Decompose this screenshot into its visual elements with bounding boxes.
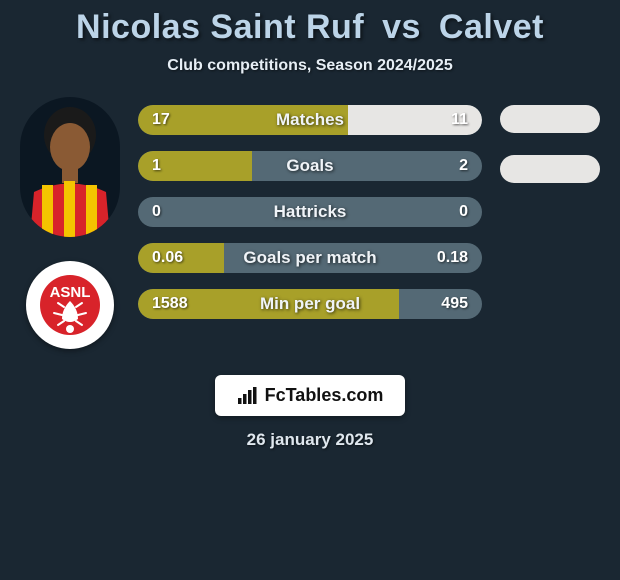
stat-value-right: 495: [441, 295, 468, 313]
pill-player1: [500, 105, 600, 133]
stat-bar: 1 Goals 2: [138, 151, 482, 181]
stat-bar: 0 Hattricks 0: [138, 197, 482, 227]
title-player2: Calvet: [439, 8, 544, 46]
stat-row: 1588 Min per goal 495: [138, 289, 482, 319]
subtitle: Club competitions, Season 2024/2025: [0, 57, 620, 75]
stat-label: Matches: [276, 110, 344, 130]
brand-text: FcTables.com: [265, 385, 384, 406]
pill-player2: [500, 155, 600, 183]
stat-bar: 0.06 Goals per match 0.18: [138, 243, 482, 273]
right-pill-column: [490, 97, 610, 183]
stat-bar: 17 Matches 11: [138, 105, 482, 135]
player-avatar: [20, 97, 120, 237]
stat-value-right: 0.18: [437, 249, 468, 267]
brand-badge: FcTables.com: [215, 375, 406, 416]
chart-icon: [237, 387, 257, 405]
stats-column: 17Matches111Goals20Hattricks00.06Goals p…: [130, 97, 490, 319]
title-vs: vs: [382, 8, 421, 46]
stat-label: Goals per match: [243, 248, 376, 268]
stat-value-right: 0: [459, 203, 468, 221]
stat-value-right: 11: [451, 111, 468, 129]
stat-row: 0.06 Goals per match 0.18: [138, 243, 482, 273]
stat-row: 17 Matches 11: [138, 105, 482, 135]
stat-bar: 1588 Min per goal 495: [138, 289, 482, 319]
stat-label: Hattricks: [274, 202, 347, 222]
stat-value-left: 0: [152, 203, 161, 221]
stat-value-left: 1588: [152, 295, 188, 313]
stat-row: 1 Goals 2: [138, 151, 482, 181]
club-badge-text: ASNL: [50, 284, 91, 301]
club-badge: ASNL: [26, 261, 114, 349]
stat-value-left: 1: [152, 157, 161, 175]
stat-value-left: 0.06: [152, 249, 183, 267]
stat-value-left: 17: [152, 111, 170, 129]
date-label: 26 january 2025: [0, 430, 620, 450]
title-player1: Nicolas Saint Ruf: [76, 8, 364, 46]
stat-label: Min per goal: [260, 294, 360, 314]
stat-label: Goals: [286, 156, 333, 176]
page-title: Nicolas Saint Ruf vs Calvet: [0, 8, 620, 47]
stat-row: 0 Hattricks 0: [138, 197, 482, 227]
stat-value-right: 2: [459, 157, 468, 175]
avatar-face: [50, 123, 90, 171]
